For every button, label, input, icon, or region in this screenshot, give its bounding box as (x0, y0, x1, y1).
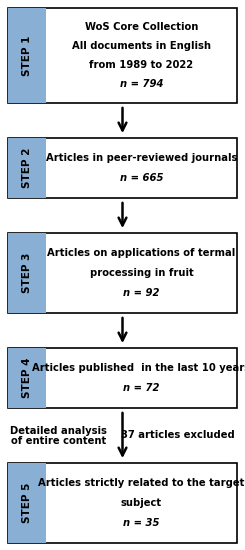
Bar (8, 233, 46, 313)
Text: STEP 1: STEP 1 (22, 35, 32, 76)
Text: All documents in English: All documents in English (72, 41, 211, 51)
Text: Articles published  in the last 10 years: Articles published in the last 10 years (32, 363, 245, 373)
Text: n = 35: n = 35 (123, 518, 160, 528)
Text: WoS Core Collection: WoS Core Collection (85, 22, 198, 32)
Text: STEP 4: STEP 4 (22, 358, 32, 398)
Text: STEP 3: STEP 3 (22, 253, 32, 293)
Text: from 1989 to 2022: from 1989 to 2022 (89, 60, 194, 70)
Text: n = 72: n = 72 (123, 383, 160, 393)
Text: 37 articles excluded: 37 articles excluded (121, 431, 234, 441)
Bar (8, 8, 46, 103)
Bar (8, 463, 46, 543)
Bar (8, 233, 237, 313)
Text: of entire content: of entire content (11, 436, 106, 446)
Bar (8, 463, 237, 543)
Text: subject: subject (121, 498, 162, 508)
Text: processing in fruit: processing in fruit (90, 268, 193, 278)
Text: n = 794: n = 794 (120, 79, 163, 89)
Text: n = 92: n = 92 (123, 288, 160, 298)
Text: Articles in peer-reviewed journals: Articles in peer-reviewed journals (46, 153, 237, 163)
Text: STEP 5: STEP 5 (22, 483, 32, 523)
Text: Detailed analysis: Detailed analysis (10, 426, 107, 436)
Bar (8, 138, 237, 198)
Text: STEP 2: STEP 2 (22, 148, 32, 188)
Text: n = 665: n = 665 (120, 173, 163, 183)
Bar (8, 348, 46, 408)
Bar (8, 8, 237, 103)
Bar (8, 348, 237, 408)
Text: Articles strictly related to the target: Articles strictly related to the target (38, 478, 245, 488)
Text: Articles on applications of termal: Articles on applications of termal (47, 248, 236, 258)
Bar (8, 138, 46, 198)
